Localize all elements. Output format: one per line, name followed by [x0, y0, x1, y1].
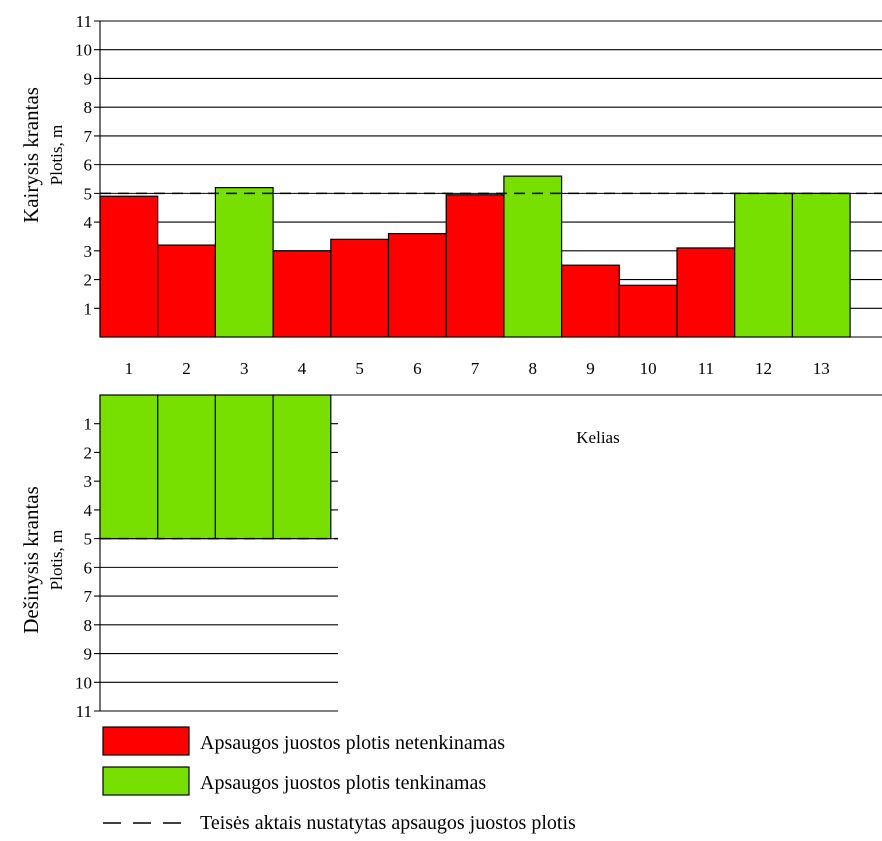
left-y-tick-label: 10 — [75, 41, 92, 60]
left-y-tick-label: 6 — [84, 156, 93, 175]
left-bar-1 — [99, 195, 159, 338]
left-y-tick-label: 2 — [84, 271, 93, 290]
right-bars — [99, 394, 332, 540]
left-x-tick-label: 1 — [125, 359, 134, 378]
right-y-tick-label: 6 — [84, 558, 93, 577]
right-y-tick-label: 8 — [84, 616, 93, 635]
left-bar-4 — [272, 250, 332, 338]
right-y-tick-label: 10 — [75, 673, 92, 692]
right-y-tick-label: 3 — [84, 472, 93, 491]
left-x-tick-label: 3 — [240, 359, 249, 378]
left-y-tick-labels: 1 2 3 4 5 6 7 8 9 10 11 — [75, 12, 93, 318]
left-x-tick-label: 10 — [640, 359, 657, 378]
left-x-tick-label: 5 — [355, 359, 364, 378]
left-bar-7 — [445, 194, 505, 338]
left-bar-5 — [330, 238, 390, 338]
right-y-tick-label: 1 — [84, 415, 93, 434]
legend-line-label: Teisės aktais nustatytas apsaugos juosto… — [200, 812, 576, 834]
legend-fail-swatch — [102, 726, 190, 756]
left-y-tick-label: 8 — [84, 98, 93, 117]
right-y-tick-label: 4 — [84, 501, 93, 520]
left-bars — [99, 175, 851, 338]
legend-fail-label: Apsaugos juostos plotis netenkinamas — [200, 732, 505, 754]
left-bar-2 — [157, 244, 216, 338]
left-x-tick-label: 4 — [298, 359, 307, 378]
right-y-tick-labels: 1 2 3 4 5 6 7 8 9 10 11 — [75, 415, 93, 721]
legend-ok-swatch — [102, 766, 190, 796]
left-bar-8 — [503, 175, 563, 338]
right-bar-1 — [99, 394, 159, 540]
left-bar-9 — [560, 264, 620, 338]
right-axis-title: Dešinysis krantas — [19, 486, 43, 634]
right-y-tick-label: 2 — [84, 443, 93, 462]
left-x-tick-label: 13 — [813, 359, 830, 378]
right-y-tick-label: 9 — [84, 645, 93, 664]
left-x-tick-labels: 1 2 3 4 5 6 7 8 9 10 11 12 13 — [125, 359, 830, 378]
left-x-tick-label: 11 — [698, 359, 714, 378]
left-bar-11 — [676, 247, 736, 338]
left-bar-13 — [791, 192, 851, 338]
left-x-tick-label: 8 — [529, 359, 538, 378]
left-x-tick-label: 6 — [413, 359, 422, 378]
right-unit-label: Plotis, m — [47, 530, 66, 590]
left-unit-label: Plotis, m — [47, 125, 66, 185]
right-bar-2 — [157, 394, 216, 540]
left-bar-6 — [387, 232, 447, 338]
left-x-tick-label: 2 — [182, 359, 191, 378]
left-y-tick-label: 4 — [84, 213, 93, 232]
left-x-tick-label: 12 — [755, 359, 772, 378]
legend-ok-label: Apsaugos juostos plotis tenkinamas — [200, 772, 486, 794]
right-y-tick-label: 11 — [76, 702, 92, 721]
left-bar-12 — [734, 192, 794, 338]
left-y-tick-label: 7 — [84, 127, 93, 146]
road-label: Kelias — [576, 428, 619, 447]
left-y-tick-label: 5 — [84, 184, 93, 203]
left-x-tick-label: 7 — [471, 359, 480, 378]
right-y-tick-label: 7 — [84, 587, 93, 606]
left-y-tick-label: 1 — [84, 299, 93, 318]
right-y-tick-label: 5 — [84, 530, 93, 549]
left-y-tick-label: 11 — [76, 12, 92, 31]
left-axis-title: Kairysis krantas — [19, 87, 43, 223]
right-bar-4 — [272, 394, 332, 540]
left-x-tick-label: 9 — [586, 359, 595, 378]
left-y-tick-label: 3 — [84, 242, 93, 261]
left-y-tick-label: 9 — [84, 69, 93, 88]
left-bar-3 — [214, 187, 274, 338]
left-bar-10 — [618, 284, 678, 338]
right-bar-3 — [214, 394, 274, 540]
